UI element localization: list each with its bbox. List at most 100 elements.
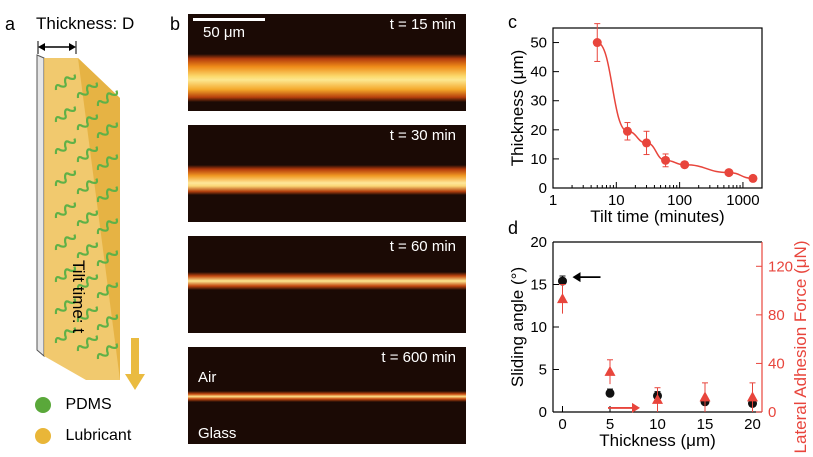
x-tick-label: 15 [697,416,714,433]
y-right-axis-label: Lateral Adhesion Force (μN) [791,241,810,454]
panel-c-letter: c [508,12,517,32]
x-tick-label: 20 [744,416,761,433]
y-right-tick-label: 0 [768,404,776,421]
x-tick-label: 1 [549,192,557,209]
y-tick-label: 20 [530,234,547,251]
y-axis-label: Thickness (μm) [508,50,527,167]
y-right-tick-label: 40 [768,355,785,372]
pdms-chain [76,114,99,131]
image-t30: t = 30 min [188,125,466,222]
pdms-chain [76,306,99,323]
panel-a-letter: a [5,14,16,34]
adhesion-force-point [699,391,711,402]
pdms-chain [54,106,77,123]
lubricant-band [188,272,466,290]
y-tick-label: 20 [530,122,547,139]
x-tick-label: 10 [608,192,625,209]
pdms-chain [96,314,119,331]
data-point [661,155,671,165]
y-tick-label: 50 [530,35,547,52]
data-point [622,126,632,136]
x-tick-label: 100 [667,192,692,209]
adhesion-force-point [604,365,616,376]
pdms-chain [54,202,77,219]
pdms-chain [96,186,119,203]
adhesion-force-point [557,293,568,304]
x-tick-label: 0 [558,416,566,433]
panel-b-letter: b [170,14,181,34]
pdms-chain [76,335,99,352]
glass-label: Glass [198,425,237,442]
plot-frame [552,27,763,189]
pdms-chains [54,74,119,360]
right-axis-arrow-head [632,402,640,413]
legend-lubricant-label: Lubricant [65,427,132,444]
pdms-chain [54,74,77,91]
pdms-chain [96,218,119,235]
sliding-angle-point [700,397,710,407]
x-axis-label: Thickness (μm) [599,431,716,450]
data-point [748,173,758,183]
pdms-chain [76,146,99,163]
image-t15-time: t = 15 min [389,16,456,33]
image-t30-time: t = 30 min [389,127,456,144]
pdms-chain [96,250,119,267]
image-t60: t = 60 min [188,236,466,333]
x-tick-label: 5 [606,416,614,433]
lubricant-band [188,165,466,195]
lubricated-slide-schematic [36,41,145,390]
lubricant-band [188,391,466,402]
air-label: Air [198,369,217,386]
pdms-chain [96,282,119,299]
fit-curve [596,41,753,180]
x-tick-label: 1000 [726,192,759,209]
glass-slide [36,54,45,358]
pdms-chain [54,170,77,187]
left-axis-arrow-head [572,272,581,283]
y-tick-label: 40 [530,64,547,81]
tilt-time-label: Tilt time: t [69,260,88,334]
data-point [592,38,602,48]
data-point [642,138,652,148]
tilt-arrow [131,338,139,376]
y-axis-label: Sliding angle (°) [508,267,527,387]
pdms-chain [96,343,119,360]
pdms-chain [96,122,119,139]
y-tick-label: 15 [530,277,547,294]
adhesion-force-point [652,393,663,404]
pdms-chain [76,210,99,227]
legend-pdms: PDMS [35,396,112,414]
pdms-chain [54,327,77,344]
data-point [724,168,734,178]
pdms-chain [54,138,77,155]
x-axis-label: Tilt time (minutes) [590,207,724,226]
pdms-chain [76,274,99,291]
y-tick-label: 10 [530,319,547,336]
image-t600-time: t = 600 min [381,349,456,366]
y-tick-label: 10 [530,151,547,168]
y-tick-label: 0 [539,404,547,421]
y-tick-label: 0 [539,180,547,197]
scale-bar [193,18,265,21]
pdms-chain [76,242,99,259]
y-tick-label: 5 [539,362,547,379]
panel-d-letter: d [508,218,519,238]
legend-pdms-label: PDMS [65,396,112,413]
y-right-tick-label: 80 [768,307,785,324]
lubricant-dot-icon [35,428,51,444]
x-tick-label: 10 [649,416,666,433]
pdms-chain [96,154,119,171]
sliding-angle-point [748,399,757,408]
lubricant-band [188,54,466,102]
adhesion-force-point [747,391,758,402]
sliding-angle-point [558,276,567,286]
sliding-angle-point [653,391,662,401]
pdms-chain [76,82,99,99]
y-right-tick-label: 120 [768,258,793,275]
data-point [680,160,690,170]
image-t60-time: t = 60 min [389,238,456,255]
pdms-chain [76,178,99,195]
scale-bar-label: 50 μm [203,24,245,41]
image-t600: t = 600 min Air Glass [188,347,466,444]
image-t15: 50 μm t = 15 min [188,14,466,111]
